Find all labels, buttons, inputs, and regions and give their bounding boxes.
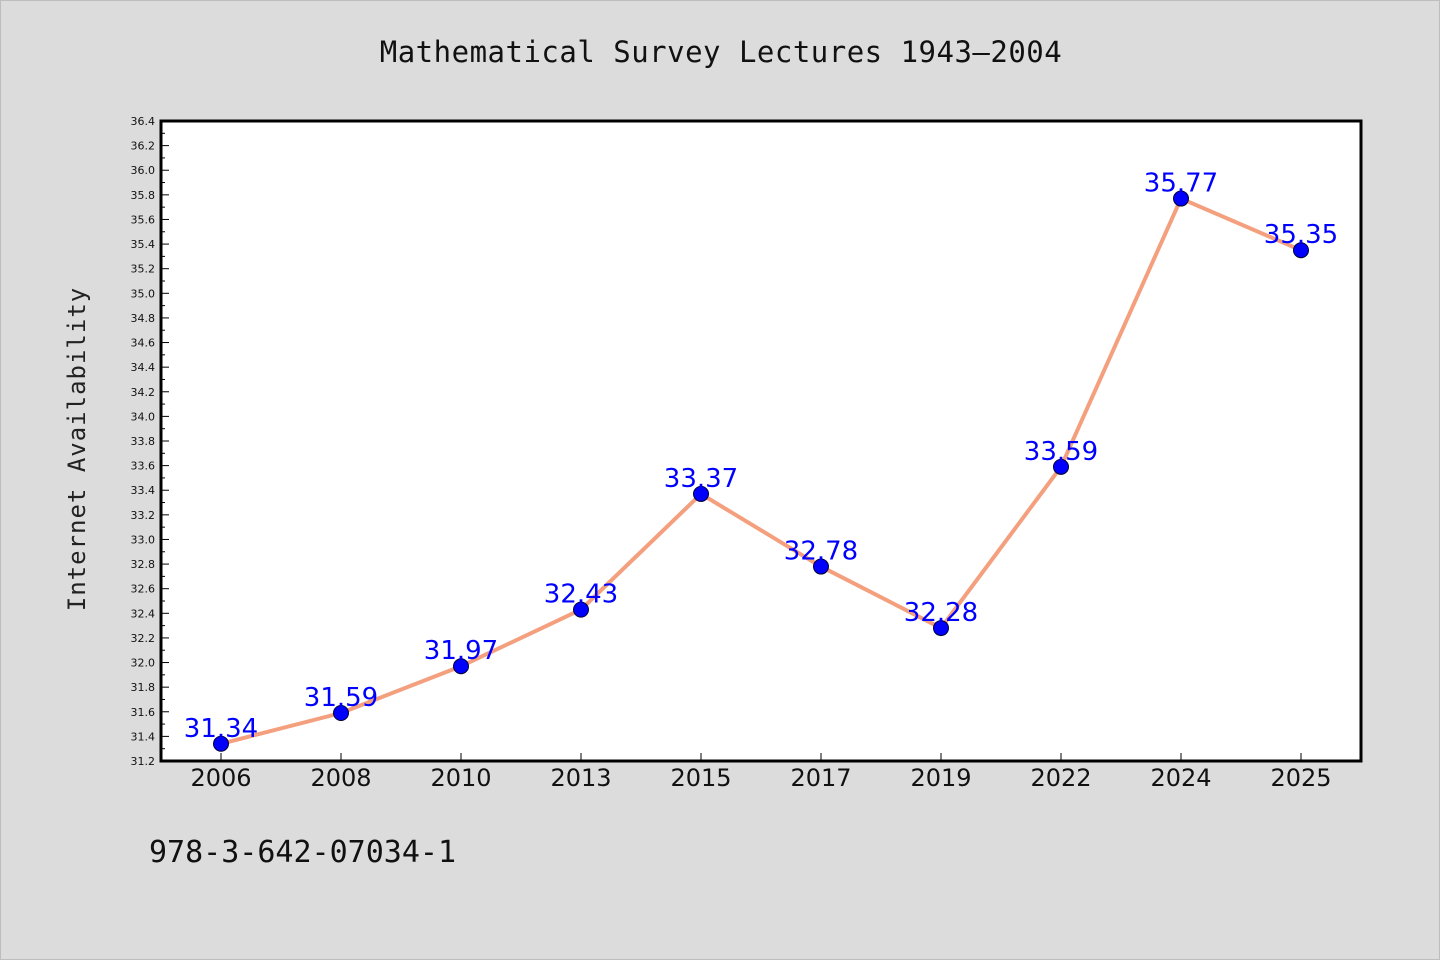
x-tick-label: 2024 xyxy=(1150,764,1211,792)
x-tick-label: 2008 xyxy=(310,764,371,792)
x-tick-label: 2015 xyxy=(670,764,731,792)
y-tick-label: 35.8 xyxy=(131,189,156,202)
y-tick-label: 31.4 xyxy=(131,730,156,743)
data-label: 35.77 xyxy=(1144,169,1218,199)
data-label: 33.37 xyxy=(664,464,738,494)
data-point xyxy=(213,735,229,752)
data-point xyxy=(453,658,469,675)
data-label: 32.28 xyxy=(904,598,978,628)
y-tick-label: 31.2 xyxy=(131,755,156,768)
y-tick-label: 33.0 xyxy=(131,533,156,546)
data-label: 35.35 xyxy=(1264,220,1338,250)
y-tick-label: 34.4 xyxy=(131,361,156,374)
chart-title: Mathematical Survey Lectures 1943–2004 xyxy=(379,35,1063,69)
data-label: 31.34 xyxy=(184,714,258,744)
data-point xyxy=(813,558,829,575)
y-tick-label: 34.6 xyxy=(131,337,156,350)
y-tick-label: 36.4 xyxy=(131,115,156,128)
y-tick-label: 31.8 xyxy=(131,681,156,694)
data-point xyxy=(333,705,349,721)
y-tick-label: 31.6 xyxy=(131,706,156,719)
y-tick-label: 35.0 xyxy=(131,287,156,300)
y-tick-label: 35.2 xyxy=(131,263,156,276)
x-tick-label: 2017 xyxy=(790,764,851,792)
x-tick-label: 2019 xyxy=(910,764,971,792)
data-point xyxy=(1053,458,1069,475)
y-tick-label: 32.2 xyxy=(131,632,156,645)
y-tick-label: 35.6 xyxy=(131,213,156,226)
data-label: 32.78 xyxy=(784,537,858,567)
data-label: 33.59 xyxy=(1024,437,1098,467)
data-point xyxy=(693,485,709,502)
y-tick-label: 34.2 xyxy=(131,386,156,399)
y-tick-label: 33.2 xyxy=(131,509,156,522)
data-point xyxy=(573,601,589,618)
isbn-text: 978-3-642-07034-1 xyxy=(149,835,457,870)
data-point xyxy=(933,620,949,637)
y-tick-label: 34.0 xyxy=(131,410,156,423)
x-tick-label: 2013 xyxy=(550,764,611,792)
y-tick-label: 32.8 xyxy=(131,558,156,571)
x-tick-label: 2006 xyxy=(190,764,251,792)
y-tick-label: 32.0 xyxy=(131,657,156,670)
y-tick-label: 33.8 xyxy=(131,435,156,448)
data-label: 32.43 xyxy=(544,580,618,610)
data-point xyxy=(1173,190,1189,207)
y-tick-label: 32.4 xyxy=(131,607,156,620)
y-tick-label: 35.4 xyxy=(131,238,156,251)
data-point xyxy=(1293,242,1309,259)
plot-area xyxy=(159,119,1363,763)
y-tick-label: 34.8 xyxy=(131,312,156,325)
y-tick-label: 33.4 xyxy=(131,484,156,497)
x-tick-label: 2025 xyxy=(1270,764,1331,792)
data-label: 31.59 xyxy=(304,683,378,713)
data-label: 31.97 xyxy=(424,636,498,666)
y-tick-label: 36.2 xyxy=(131,140,156,153)
x-tick-label: 2022 xyxy=(1030,764,1091,792)
series-line xyxy=(219,196,1303,746)
y-tick-label: 33.6 xyxy=(131,460,156,473)
y-tick-label: 36.0 xyxy=(131,164,156,177)
y-tick-label: 32.6 xyxy=(131,583,156,596)
x-tick-label: 2010 xyxy=(430,764,491,792)
